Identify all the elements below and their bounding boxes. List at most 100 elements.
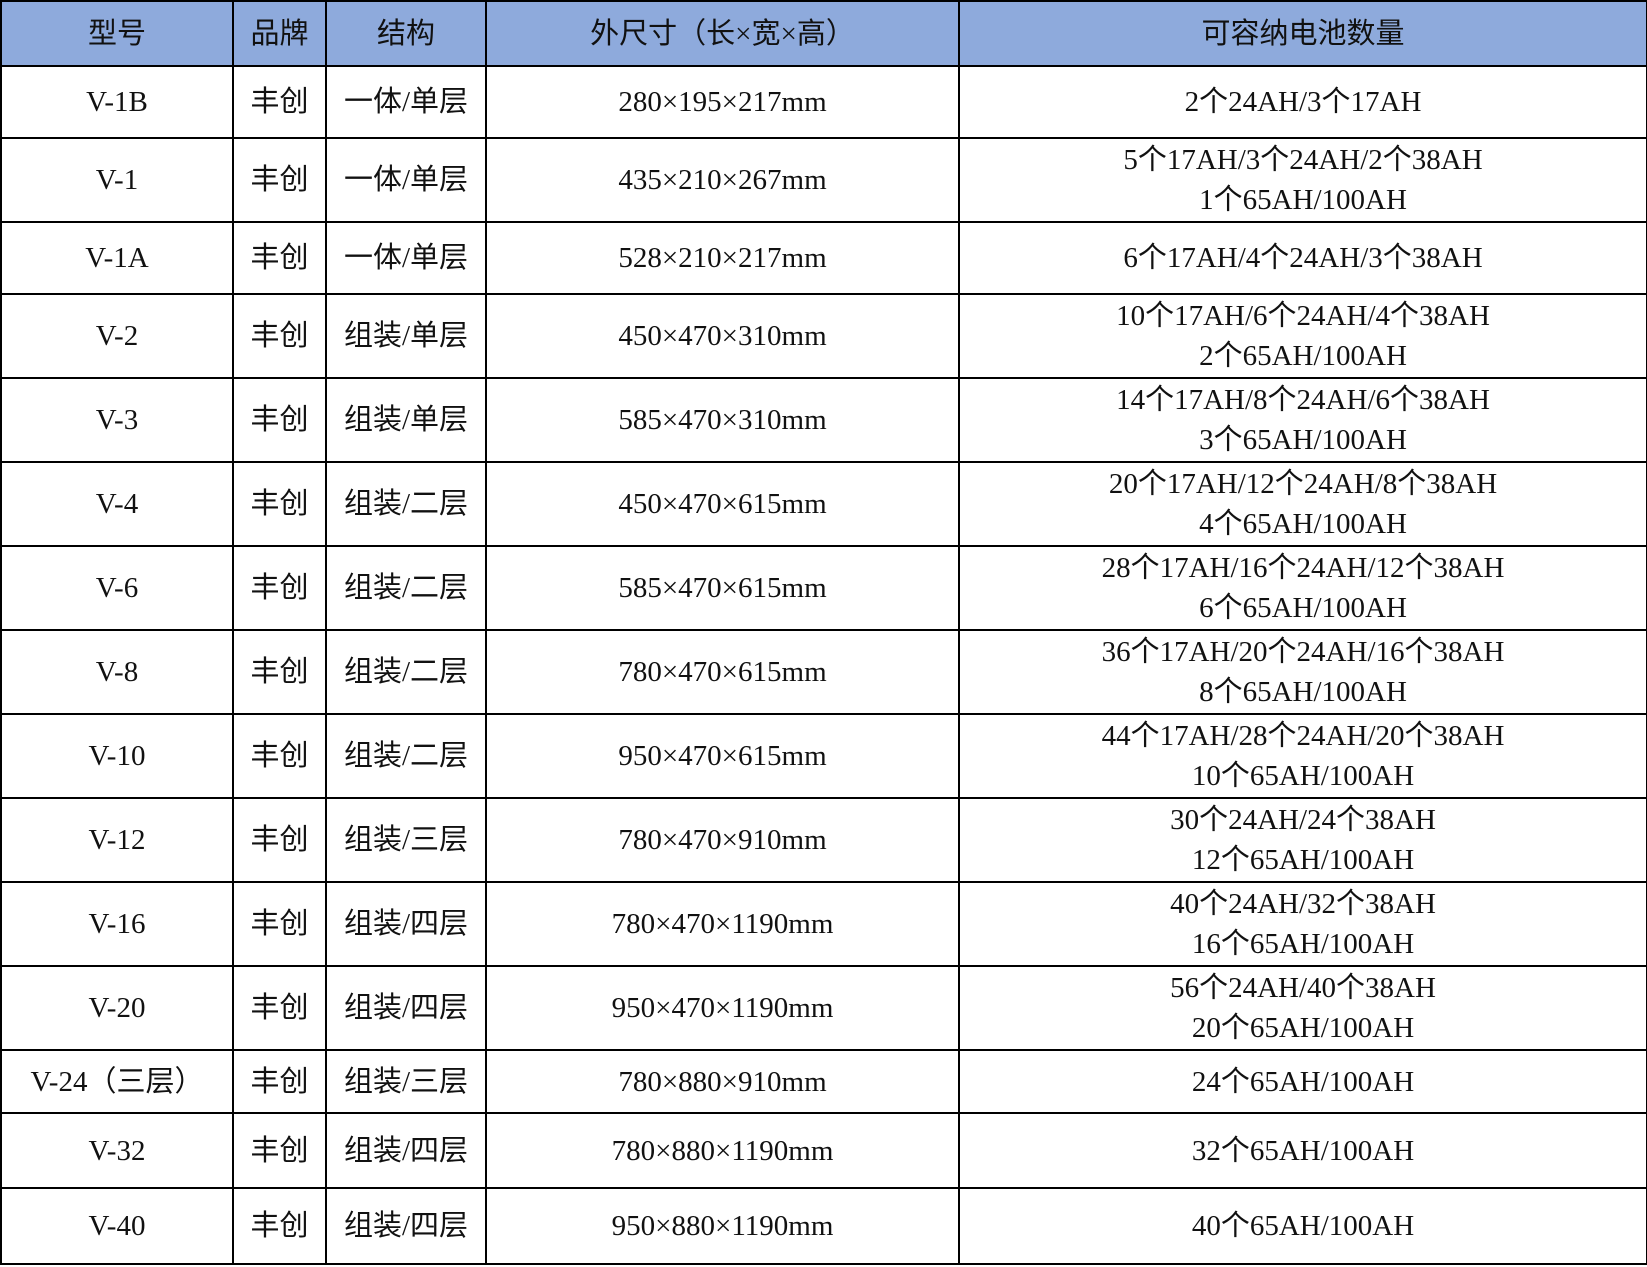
- table-row: V-32 丰创 组装/四层 780×880×1190mm 32个65AH/100AH: [0, 1112, 1647, 1189]
- structure-cell: 组装/二层: [325, 629, 487, 715]
- size-cell: 780×880×1190mm: [485, 1112, 960, 1189]
- capacity-line: 1个65AH/100AH: [1199, 184, 1407, 216]
- brand-cell: 丰创: [232, 1187, 327, 1265]
- brand-cell: 丰创: [232, 137, 327, 223]
- capacity-line: 2个24AH/3个17AH: [1184, 86, 1422, 118]
- capacity-cell: 24个65AH/100AH: [958, 1049, 1647, 1114]
- capacity-line: 12个65AH/100AH: [1191, 844, 1415, 876]
- table-row: V-2 丰创 组装/单层 450×470×310mm 10个17AH/6个24AH/4个…: [0, 293, 1647, 379]
- capacity-cell: 2个24AH/3个17AH: [958, 65, 1647, 139]
- capacity-line: 3个65AH/100AH: [1199, 424, 1407, 456]
- brand-cell: 丰创: [232, 965, 327, 1051]
- brand-cell: 丰创: [232, 65, 327, 139]
- capacity-line: 2个65AH/100AH: [1199, 340, 1407, 372]
- capacity-line: 10个65AH/100AH: [1191, 760, 1415, 792]
- table-row: V-1B 丰创 一体/单层 280×195×217mm 2个24AH/3个17AH: [0, 65, 1647, 139]
- table-header-row: 型号 品牌 结构 外尺寸（长×宽×高） 可容纳电池数量: [0, 0, 1647, 67]
- capacity-cell: 36个17AH/20个24AH/16个38AH 8个65AH/100AH: [958, 629, 1647, 715]
- structure-cell: 组装/二层: [325, 545, 487, 631]
- structure-cell: 一体/单层: [325, 221, 487, 295]
- table-row: V-12 丰创 组装/三层 780×470×910mm 30个24AH/24个38AH 1…: [0, 797, 1647, 883]
- brand-cell: 丰创: [232, 881, 327, 967]
- structure-cell: 组装/单层: [325, 377, 487, 463]
- model-cell: V-1A: [0, 221, 234, 295]
- table-row: V-10 丰创 组装/二层 950×470×615mm 44个17AH/28个24AH/…: [0, 713, 1647, 799]
- capacity-line: 24个65AH/100AH: [1191, 1065, 1415, 1098]
- capacity-cell: 32个65AH/100AH: [958, 1112, 1647, 1189]
- capacity-line: 44个17AH/28个24AH/20个38AH: [1101, 720, 1505, 752]
- structure-cell: 组装/四层: [325, 1187, 487, 1265]
- capacity-line: 32个65AH/100AH: [1191, 1134, 1415, 1167]
- table-row: V-40 丰创 组装/四层 950×880×1190mm 40个65AH/100AH: [0, 1187, 1647, 1265]
- capacity-line: 10个17AH/6个24AH/4个38AH: [1116, 300, 1490, 332]
- size-cell: 450×470×615mm: [485, 461, 960, 547]
- brand-cell: 丰创: [232, 1112, 327, 1189]
- brand-cell: 丰创: [232, 1049, 327, 1114]
- model-cell: V-1: [0, 137, 234, 223]
- size-cell: 780×470×1190mm: [485, 881, 960, 967]
- structure-cell: 组装/四层: [325, 965, 487, 1051]
- size-cell: 950×470×1190mm: [485, 965, 960, 1051]
- size-cell: 780×470×910mm: [485, 797, 960, 883]
- capacity-line: 20个65AH/100AH: [1191, 1012, 1415, 1044]
- brand-cell: 丰创: [232, 629, 327, 715]
- table-row: V-4 丰创 组装/二层 450×470×615mm 20个17AH/12个24AH/8…: [0, 461, 1647, 547]
- model-cell: V-24（三层）: [0, 1049, 234, 1114]
- capacity-line: 30个24AH/24个38AH: [1170, 804, 1436, 836]
- model-cell: V-2: [0, 293, 234, 379]
- capacity-line: 40个24AH/32个38AH: [1170, 888, 1436, 920]
- structure-cell: 组装/单层: [325, 293, 487, 379]
- brand-cell: 丰创: [232, 293, 327, 379]
- model-cell: V-40: [0, 1187, 234, 1265]
- size-cell: 280×195×217mm: [485, 65, 960, 139]
- table-row: V-24（三层） 丰创 组装/三层 780×880×910mm 24个65AH/100A…: [0, 1049, 1647, 1114]
- capacity-line: 28个17AH/16个24AH/12个38AH: [1101, 552, 1505, 584]
- capacity-cell: 14个17AH/8个24AH/6个38AH 3个65AH/100AH: [958, 377, 1647, 463]
- model-cell: V-6: [0, 545, 234, 631]
- capacity-line: 14个17AH/8个24AH/6个38AH: [1116, 384, 1490, 416]
- structure-cell: 组装/三层: [325, 1049, 487, 1114]
- capacity-cell: 6个17AH/4个24AH/3个38AH: [958, 221, 1647, 295]
- capacity-line: 40个65AH/100AH: [1191, 1210, 1415, 1242]
- model-cell: V-20: [0, 965, 234, 1051]
- brand-cell: 丰创: [232, 221, 327, 295]
- size-cell: 450×470×310mm: [485, 293, 960, 379]
- header-size: 外尺寸（长×宽×高）: [485, 0, 960, 67]
- structure-cell: 组装/四层: [325, 1112, 487, 1189]
- table-row: V-16 丰创 组装/四层 780×470×1190mm 40个24AH/32个38AH…: [0, 881, 1647, 967]
- capacity-cell: 40个65AH/100AH: [958, 1187, 1647, 1265]
- model-cell: V-12: [0, 797, 234, 883]
- brand-cell: 丰创: [232, 377, 327, 463]
- structure-cell: 组装/三层: [325, 797, 487, 883]
- capacity-cell: 28个17AH/16个24AH/12个38AH 6个65AH/100AH: [958, 545, 1647, 631]
- capacity-line: 6个65AH/100AH: [1199, 592, 1407, 624]
- header-brand: 品牌: [232, 0, 327, 67]
- brand-cell: 丰创: [232, 461, 327, 547]
- table-row: V-1 丰创 一体/单层 435×210×267mm 5个17AH/3个24AH/2个3…: [0, 137, 1647, 223]
- table-row: V-8 丰创 组装/二层 780×470×615mm 36个17AH/20个24AH/1…: [0, 629, 1647, 715]
- capacity-line: 16个65AH/100AH: [1191, 928, 1415, 960]
- brand-cell: 丰创: [232, 545, 327, 631]
- size-cell: 585×470×310mm: [485, 377, 960, 463]
- capacity-line: 5个17AH/3个24AH/2个38AH: [1123, 144, 1483, 176]
- capacity-line: 20个17AH/12个24AH/8个38AH: [1108, 468, 1498, 500]
- size-cell: 950×470×615mm: [485, 713, 960, 799]
- header-model: 型号: [0, 0, 234, 67]
- capacity-cell: 56个24AH/40个38AH 20个65AH/100AH: [958, 965, 1647, 1051]
- size-cell: 950×880×1190mm: [485, 1187, 960, 1265]
- size-cell: 528×210×217mm: [485, 221, 960, 295]
- brand-cell: 丰创: [232, 713, 327, 799]
- table-row: V-20 丰创 组装/四层 950×470×1190mm 56个24AH/40个38AH…: [0, 965, 1647, 1051]
- capacity-cell: 10个17AH/6个24AH/4个38AH 2个65AH/100AH: [958, 293, 1647, 379]
- structure-cell: 组装/二层: [325, 713, 487, 799]
- capacity-cell: 30个24AH/24个38AH 12个65AH/100AH: [958, 797, 1647, 883]
- capacity-cell: 20个17AH/12个24AH/8个38AH 4个65AH/100AH: [958, 461, 1647, 547]
- table-row: V-6 丰创 组装/二层 585×470×615mm 28个17AH/16个24AH/1…: [0, 545, 1647, 631]
- model-cell: V-10: [0, 713, 234, 799]
- capacity-line: 6个17AH/4个24AH/3个38AH: [1123, 242, 1483, 274]
- model-cell: V-1B: [0, 65, 234, 139]
- capacity-cell: 5个17AH/3个24AH/2个38AH 1个65AH/100AH: [958, 137, 1647, 223]
- capacity-cell: 44个17AH/28个24AH/20个38AH 10个65AH/100AH: [958, 713, 1647, 799]
- structure-cell: 一体/单层: [325, 65, 487, 139]
